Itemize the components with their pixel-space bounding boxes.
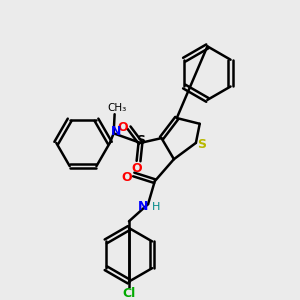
Text: N: N [138,200,148,212]
Text: O: O [122,171,132,184]
Text: CH₃: CH₃ [107,103,126,113]
Text: O: O [131,162,142,175]
Text: O: O [117,121,128,134]
Text: S: S [197,138,206,151]
Text: N: N [110,125,121,138]
Text: S: S [136,134,145,146]
Text: H: H [152,202,160,212]
Text: Cl: Cl [122,286,136,299]
